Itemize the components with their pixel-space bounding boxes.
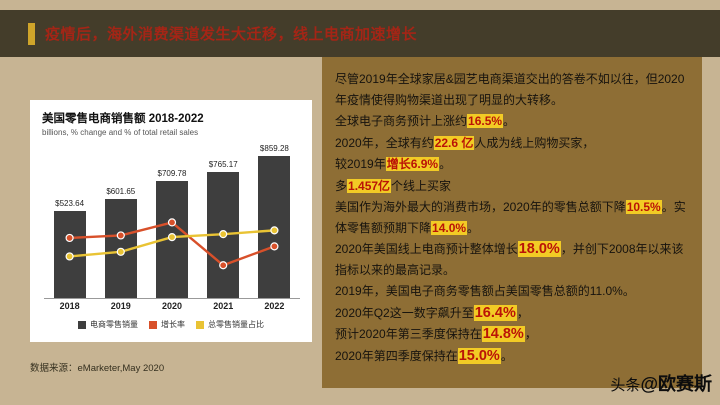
stat-text: 。 xyxy=(500,348,513,363)
stat-text: 美国作为海外最大的消费市场，2020年的零售总额下降 xyxy=(335,200,626,214)
stat-text: 全球电子商务预计上涨约 xyxy=(335,114,468,128)
bar-value-label: $765.17 xyxy=(208,160,238,169)
stat-text: 2020年Q2这一数字飙升至 xyxy=(335,305,474,320)
stat-highlight: 14.0% xyxy=(431,220,468,235)
chart-subtitle: billions, % change and % of total retail… xyxy=(42,128,199,137)
line-overlay xyxy=(65,218,279,270)
x-tick-label: 2021 xyxy=(213,301,234,311)
x-tick-label: 2019 xyxy=(110,301,131,311)
line-增长率 xyxy=(69,221,275,267)
legend-item: 增长率 xyxy=(149,319,185,330)
chart-card: 美国零售电商销售额 2018-2022 billions, % change a… xyxy=(30,100,312,342)
slide-title: 疫情后，海外消费渠道发生大迁移，线上电商加速增长 xyxy=(45,26,418,43)
data-point xyxy=(116,231,125,240)
stat-text: 。 xyxy=(503,114,516,128)
stat-text: ， xyxy=(524,327,537,341)
stat-highlight: 1.457亿 xyxy=(347,178,392,193)
stat-highlight: 14.8% xyxy=(481,326,525,342)
x-tick-label: 2018 xyxy=(59,301,80,311)
chart-legend: 电商零售销量 增长率 总零售销量占比 xyxy=(30,319,312,330)
stat-line: 较2019年增长6.9%。 xyxy=(335,154,689,175)
chart-title: 美国零售电商销售额 2018-2022 xyxy=(42,113,204,125)
stat-highlight: 10.5% xyxy=(625,200,662,214)
legend-item: 电商零售销量 xyxy=(78,319,138,330)
watermark-prefix: 头条 xyxy=(610,377,641,394)
stat-text: ， xyxy=(516,305,529,320)
data-point xyxy=(65,233,74,243)
title-accent-bar xyxy=(28,22,35,45)
data-point xyxy=(116,247,125,256)
legend-swatch xyxy=(196,320,204,329)
stat-text: 较2019年 xyxy=(335,157,386,171)
stat-text: 。 xyxy=(467,220,480,235)
stat-line: 预计2020年第三季度保持在14.8%， xyxy=(335,324,689,345)
stats-panel: 尽管2019年全球家居&园艺电商渠道交出的答卷不如以往，但2020年疫情使得购物… xyxy=(322,57,702,388)
data-point xyxy=(270,226,279,235)
stat-text: 多 xyxy=(335,178,348,193)
stat-text: 人成为线上购物买家， xyxy=(474,135,595,150)
stat-highlight: 18.0% xyxy=(517,241,561,257)
x-tick-label: 2020 xyxy=(161,301,183,311)
bar-line-chart: $523.64 $601.65 $709.78 $765.17 $859.28 xyxy=(44,144,300,299)
bar-value-label: $523.64 xyxy=(55,199,85,208)
bar-value-label: $709.78 xyxy=(157,169,187,178)
data-point xyxy=(65,252,74,261)
stat-text: 个线上买家 xyxy=(391,178,452,193)
data-point xyxy=(167,232,177,242)
stat-text: 2020年第四季度保持在 xyxy=(335,348,458,363)
stat-text: 2020年，全球有约 xyxy=(335,135,434,150)
x-tick-label: 2022 xyxy=(264,301,285,311)
stat-line: 2020年，全球有约22.6 亿人成为线上购物买家， xyxy=(335,133,689,154)
stat-highlight: 16.5% xyxy=(467,114,504,128)
stat-text: 。 xyxy=(439,157,452,171)
stat-highlight: 增长6.9% xyxy=(385,157,440,171)
stat-text: 2019年，美国电子商务零售额占美国零售总额的11.0%。 xyxy=(335,284,635,298)
stat-line: 2020年美国线上电商预计整体增长18.0%，并创下2008年以来该指标以来的最… xyxy=(335,239,689,280)
legend-swatch xyxy=(78,320,86,329)
stat-line: 2019年，美国电子商务零售额占美国零售总额的11.0%。 xyxy=(335,281,689,302)
stat-text: 预计2020年第三季度保持在 xyxy=(335,327,482,341)
bar-value-label: $859.28 xyxy=(259,144,289,153)
data-point xyxy=(219,261,228,270)
bar-value-label: $601.65 xyxy=(106,187,136,196)
x-axis-labels: 2018 2019 2020 2021 2022 xyxy=(44,301,300,311)
stat-highlight: 16.4% xyxy=(473,304,517,321)
stat-line: 全球电子商务预计上涨约16.5%。 xyxy=(335,111,689,132)
legend-label: 总零售销量占比 xyxy=(208,320,264,329)
data-source: 数据来源：eMarketer,May 2020 xyxy=(30,363,165,374)
stat-text: 尽管2019年全球家居&园艺电商渠道交出的答卷不如以往，但2020年疫情使得购物… xyxy=(335,72,685,107)
header-bar: 疫情后，海外消费渠道发生大迁移，线上电商加速增长 xyxy=(0,10,720,57)
legend-label: 电商零售销量 xyxy=(90,320,138,329)
legend-label: 增长率 xyxy=(161,320,185,329)
stat-line: 美国作为海外最大的消费市场，2020年的零售总额下降10.5%。实体零售额预期下… xyxy=(335,197,689,238)
data-point xyxy=(270,242,279,251)
stat-line: 2020年Q2这一数字飙升至16.4%， xyxy=(335,303,689,324)
stat-line: 2020年第四季度保持在15.0%。 xyxy=(335,346,689,367)
stat-highlight: 22.6 亿 xyxy=(433,135,475,150)
stat-text: ，并创下2008年以来该指标以来的最高记录。 xyxy=(335,242,684,277)
data-point xyxy=(167,218,177,227)
legend-item: 总零售销量占比 xyxy=(196,319,264,330)
stat-text: 2020年美国线上电商预计整体增长 xyxy=(335,242,518,256)
data-point xyxy=(219,230,228,239)
stat-highlight: 15.0% xyxy=(457,347,501,364)
legend-swatch xyxy=(149,320,157,329)
stat-line: 尽管2019年全球家居&园艺电商渠道交出的答卷不如以往，但2020年疫情使得购物… xyxy=(335,69,689,110)
stat-text: 。实体零售额预期下降 xyxy=(335,200,686,235)
watermark-name: @欧赛斯 xyxy=(640,374,712,394)
watermark: 头条@欧赛斯 xyxy=(610,370,712,396)
stat-line: 多1.457亿个线上买家 xyxy=(335,176,689,197)
stats-text-block: 尽管2019年全球家居&园艺电商渠道交出的答卷不如以往，但2020年疫情使得购物… xyxy=(335,69,689,366)
